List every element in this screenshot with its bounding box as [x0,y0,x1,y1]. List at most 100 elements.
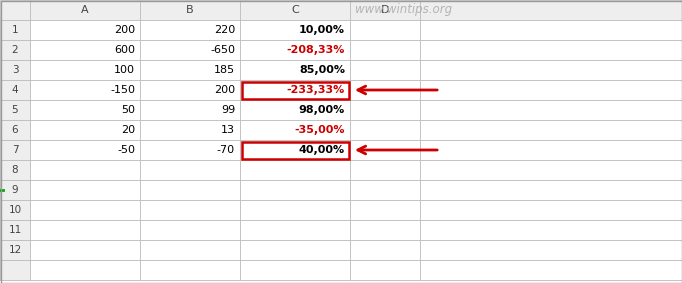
Bar [240,180,350,200]
Bar [350,0,420,20]
Bar [240,240,350,260]
Bar [420,60,682,80]
Bar [30,60,140,80]
Bar [0,80,30,100]
Bar [140,20,240,40]
Bar [240,120,350,140]
Bar [420,240,682,260]
Text: 1: 1 [12,25,18,35]
Bar [240,200,350,220]
Bar [350,200,420,220]
Text: 98,00%: 98,00% [299,105,345,115]
Bar [0,40,30,60]
Bar [30,40,140,60]
Text: 4: 4 [12,85,18,95]
Bar [140,100,240,120]
Bar [0,260,30,280]
Bar [420,40,682,60]
Text: -208,33%: -208,33% [286,45,345,55]
Bar [0,220,30,240]
Bar [0,200,30,220]
Bar [350,200,420,220]
Bar [30,260,140,280]
Bar [420,80,682,100]
Bar [240,220,350,240]
Bar [140,0,240,20]
Text: 220: 220 [213,25,235,35]
Bar [140,80,240,100]
Bar [0,60,30,80]
Bar [0,60,30,80]
Bar [420,140,682,160]
Bar [241,142,349,158]
Bar [0,20,30,40]
Text: 8: 8 [12,165,18,175]
Text: 185: 185 [214,65,235,75]
Text: -50: -50 [117,145,135,155]
Bar [240,140,350,160]
Text: 20: 20 [121,125,135,135]
Bar [0,220,30,240]
Bar [140,180,240,200]
Bar [30,120,140,140]
Text: 12: 12 [8,245,22,255]
Bar [30,40,140,60]
Text: 7: 7 [12,145,18,155]
Bar [350,80,420,100]
Text: 85,00%: 85,00% [299,65,345,75]
Bar [350,260,420,280]
Bar [350,220,420,240]
Bar [350,120,420,140]
Bar [420,100,682,120]
Bar [420,240,682,260]
Bar [30,100,140,120]
Bar [240,120,350,140]
Bar [30,200,140,220]
Bar [140,140,240,160]
Bar [350,260,420,280]
Bar [420,20,682,40]
Bar [350,80,420,100]
Bar [30,140,140,160]
Bar [420,220,682,240]
Bar [140,80,240,100]
Bar [350,100,420,120]
Bar [420,120,682,140]
Text: -35,00%: -35,00% [295,125,345,135]
Bar [240,20,350,40]
Bar [420,140,682,160]
Text: 2: 2 [12,45,18,55]
Text: 11: 11 [8,225,22,235]
Bar [0,120,30,140]
Bar [30,240,140,260]
Bar [0,160,30,180]
Bar [30,100,140,120]
Bar [240,160,350,180]
Bar [140,100,240,120]
Bar [420,100,682,120]
Bar [0,260,30,280]
Bar [240,20,350,40]
Bar [0,200,30,220]
Bar [350,240,420,260]
Bar [420,20,682,40]
Bar [350,100,420,120]
Text: 200: 200 [114,25,135,35]
Bar [30,180,140,200]
Bar [350,40,420,60]
Text: 3: 3 [12,65,18,75]
Bar [420,260,682,280]
Text: 6: 6 [12,125,18,135]
Bar [140,40,240,60]
Text: 10,00%: 10,00% [299,25,345,35]
Bar [350,140,420,160]
Text: 5: 5 [12,105,18,115]
Bar [420,40,682,60]
Text: -150: -150 [110,85,135,95]
Bar [30,20,140,40]
Bar [240,220,350,240]
Text: 50: 50 [121,105,135,115]
Bar [30,160,140,180]
Text: -233,33%: -233,33% [286,85,345,95]
Text: C: C [291,5,299,15]
